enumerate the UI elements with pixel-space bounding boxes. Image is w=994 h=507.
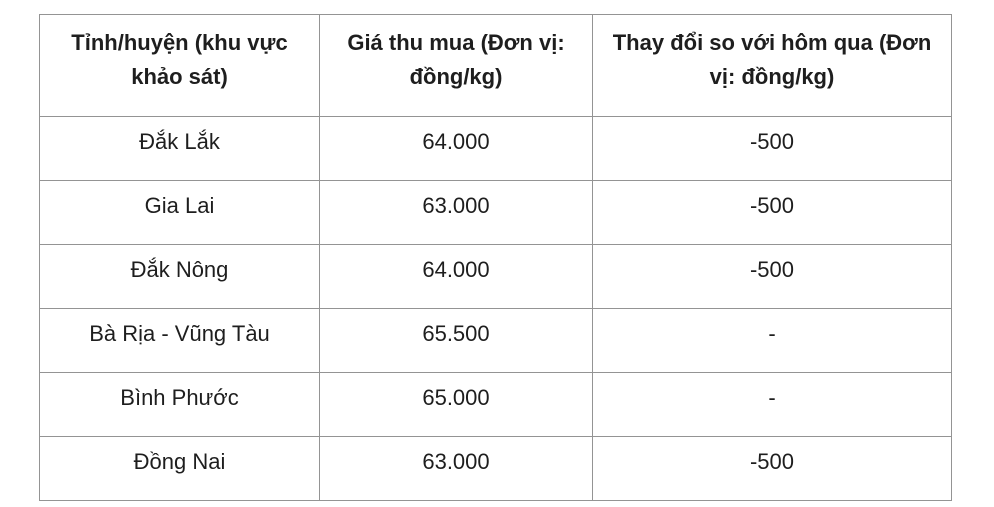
cell-change: -500 [592, 436, 952, 501]
table-row: Bà Rịa - Vũng Tàu 65.500 - [39, 308, 952, 373]
table-row: Đắk Nông 64.000 -500 [39, 244, 952, 309]
table-header-row: Tỉnh/huyện (khu vực khảo sát) Giá thu mu… [39, 14, 952, 117]
cell-price: 65.000 [319, 372, 593, 437]
cell-change: -500 [592, 116, 952, 181]
table-row: Đồng Nai 63.000 -500 [39, 436, 952, 501]
cell-region: Đắk Nông [39, 244, 320, 309]
cell-price: 64.000 [319, 244, 593, 309]
cell-change: - [592, 372, 952, 437]
cell-region: Bà Rịa - Vũng Tàu [39, 308, 320, 373]
table-row: Bình Phước 65.000 - [39, 372, 952, 437]
cell-change: -500 [592, 180, 952, 245]
cell-region: Bình Phước [39, 372, 320, 437]
table-row: Đắk Lắk 64.000 -500 [39, 116, 952, 181]
cell-region: Đắk Lắk [39, 116, 320, 181]
cell-region: Gia Lai [39, 180, 320, 245]
cell-change: - [592, 308, 952, 373]
pepper-price-table: Tỉnh/huyện (khu vực khảo sát) Giá thu mu… [39, 14, 952, 501]
header-price: Giá thu mua (Đơn vị: đồng/kg) [319, 14, 593, 117]
header-change: Thay đổi so với hôm qua (Đơn vị: đồng/kg… [592, 14, 952, 117]
cell-price: 64.000 [319, 116, 593, 181]
cell-price: 63.000 [319, 436, 593, 501]
cell-change: -500 [592, 244, 952, 309]
cell-price: 65.500 [319, 308, 593, 373]
cell-price: 63.000 [319, 180, 593, 245]
header-region: Tỉnh/huyện (khu vực khảo sát) [39, 14, 320, 117]
table-row: Gia Lai 63.000 -500 [39, 180, 952, 245]
cell-region: Đồng Nai [39, 436, 320, 501]
